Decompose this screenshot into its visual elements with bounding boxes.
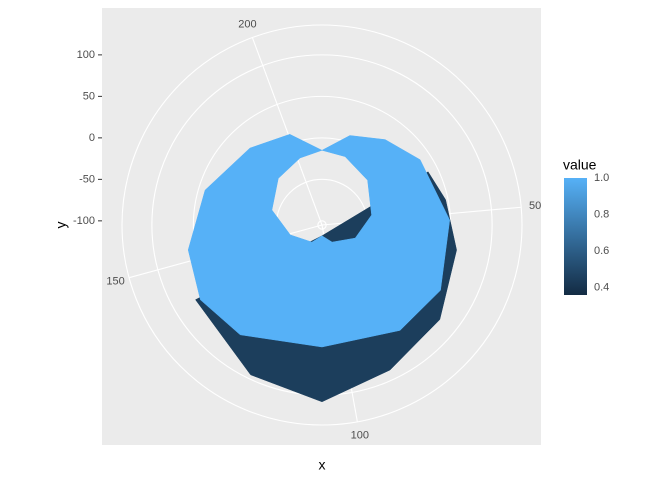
x-axis-title: x xyxy=(319,457,326,473)
x-tick-label: 100 xyxy=(351,430,369,442)
colorbar xyxy=(564,178,587,295)
grid-spoke xyxy=(251,37,323,226)
y-tick-label: 50 xyxy=(83,90,95,102)
y-tick-label: 0 xyxy=(89,132,95,144)
polygon xyxy=(187,134,450,348)
colorbar-label: 0.4 xyxy=(594,282,609,294)
y-tick-label: 100 xyxy=(77,49,95,61)
y-axis-title: y xyxy=(53,222,69,229)
y-tick-label: -100 xyxy=(73,215,95,227)
colorbar-label: 1.0 xyxy=(594,172,609,184)
x-tick-label: 150 xyxy=(106,275,124,287)
outer-circle xyxy=(121,24,523,426)
colorbar-label: 0.6 xyxy=(594,245,609,257)
x-tick-label: 200 xyxy=(238,18,256,30)
y-tick-label: -50 xyxy=(79,173,95,185)
colorbar-label: 0.8 xyxy=(594,208,609,220)
x-tick-label: 50 xyxy=(529,200,541,212)
legend-title: value xyxy=(563,157,597,173)
